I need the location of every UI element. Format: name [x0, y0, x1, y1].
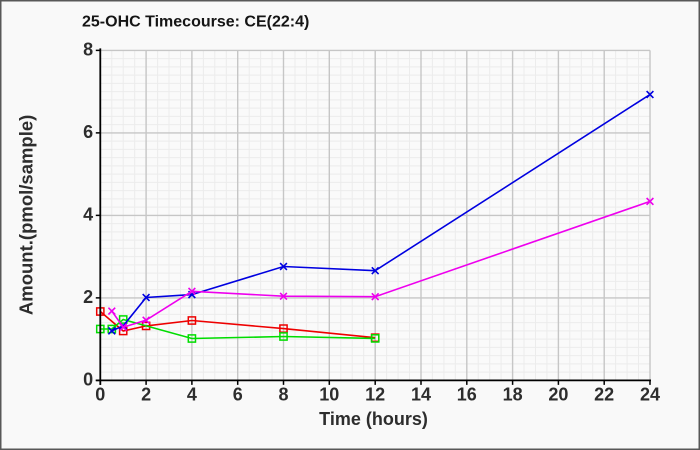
svg-text:6: 6	[233, 385, 243, 405]
svg-text:Amount.(pmol/sample): Amount.(pmol/sample)	[16, 115, 37, 315]
svg-text:Time (hours): Time (hours)	[319, 409, 428, 429]
svg-text:18: 18	[503, 385, 523, 405]
svg-text:12: 12	[365, 385, 385, 405]
svg-text:0: 0	[83, 369, 93, 389]
svg-text:0: 0	[95, 385, 105, 405]
svg-text:22: 22	[594, 385, 614, 405]
svg-text:8: 8	[83, 39, 93, 59]
svg-text:25-OHC Timecourse: CE(22:4): 25-OHC Timecourse: CE(22:4)	[82, 13, 309, 30]
svg-text:16: 16	[457, 385, 477, 405]
svg-text:4: 4	[187, 385, 197, 405]
svg-text:8: 8	[278, 385, 288, 405]
svg-text:24: 24	[640, 385, 660, 405]
svg-text:20: 20	[548, 385, 568, 405]
svg-text:14: 14	[411, 385, 431, 405]
svg-text:2: 2	[83, 287, 93, 307]
svg-text:2: 2	[141, 385, 151, 405]
svg-text:6: 6	[83, 122, 93, 142]
svg-text:10: 10	[319, 385, 339, 405]
svg-text:4: 4	[83, 204, 93, 224]
